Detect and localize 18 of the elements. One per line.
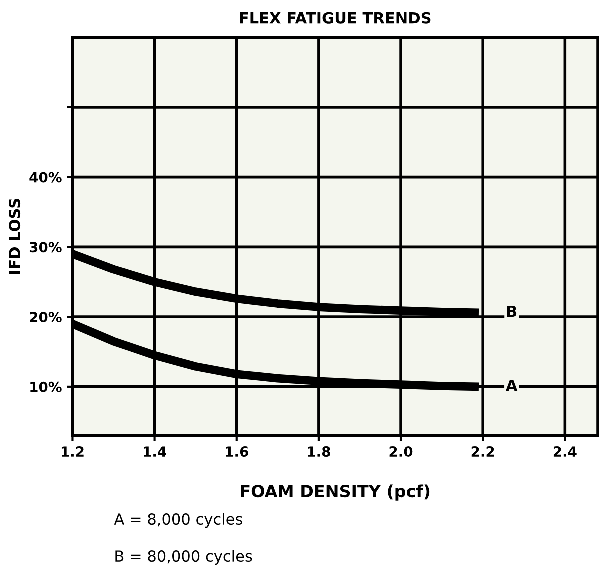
- text: A = 8,000 cycles: [114, 513, 242, 528]
- x-tick-label: 2.0: [390, 446, 413, 458]
- y-tick-label: 30%: [30, 242, 62, 253]
- series-label: A: [506, 380, 518, 392]
- series-label: B: [507, 306, 517, 318]
- x-tick-label: 1.2: [62, 446, 84, 457]
- y-tick-label: 20%: [30, 312, 62, 323]
- chart-title: FLEX FATIGUE TRENDS: [240, 12, 431, 24]
- y-tick-label: 10%: [30, 382, 62, 392]
- y-axis-title: IFD LOSS: [8, 199, 21, 274]
- x-tick-label: 2.4: [554, 446, 577, 457]
- x-tick-label: 1.4: [144, 446, 166, 457]
- x-tick-label: 1.8: [308, 446, 330, 458]
- text: B = 80,000 cycles: [116, 550, 252, 566]
- x-axis-title: FOAM DENSITY (pcf): [241, 484, 430, 501]
- y-tick-label: 40%: [30, 172, 62, 183]
- x-tick-label: 2.2: [472, 446, 494, 457]
- x-tick-label: 1.6: [226, 446, 248, 458]
